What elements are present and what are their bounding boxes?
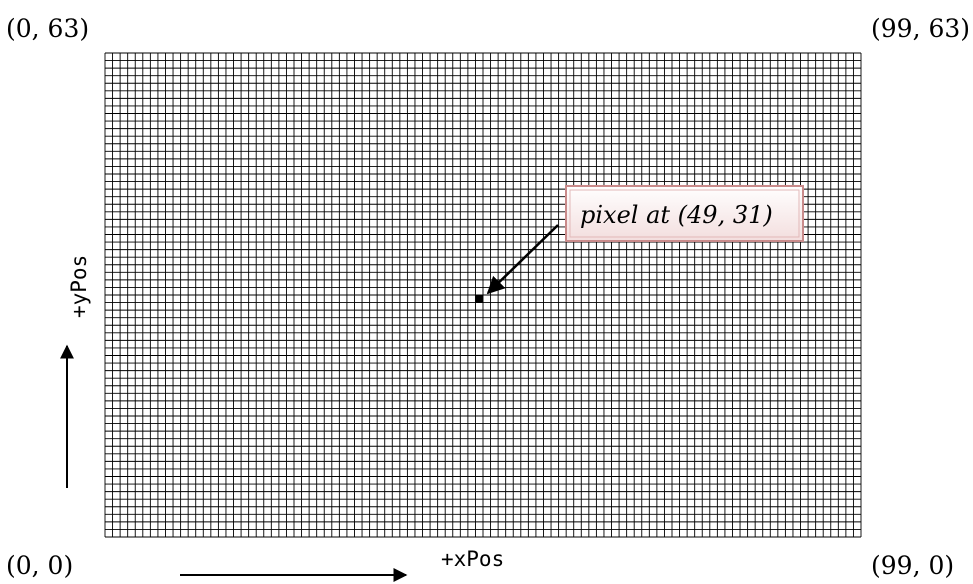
y-axis-label: +yPos — [67, 255, 91, 318]
callout-box — [565, 185, 804, 242]
pixel-grid — [104, 52, 862, 538]
pixel-callout: pixel at (49, 31) — [565, 185, 804, 242]
callout-inner-border — [569, 189, 800, 238]
x-axis-label: +xPos — [441, 547, 504, 571]
callout-label: pixel at (49, 31) — [580, 201, 773, 229]
callout-arrow — [486, 224, 559, 295]
corner-label-top-left: (0, 63) — [6, 14, 89, 43]
corner-label-bottom-left: (0, 0) — [6, 551, 73, 580]
grid-lines — [104, 52, 862, 538]
highlighted-pixel — [475, 294, 484, 303]
corner-label-bottom-right: (99, 0) — [871, 551, 954, 580]
corner-label-top-right: (99, 63) — [871, 14, 970, 43]
